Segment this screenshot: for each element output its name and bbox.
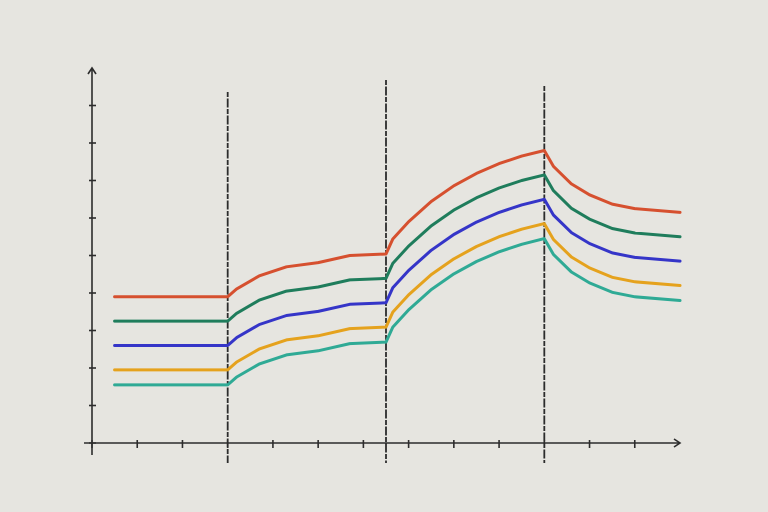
series-line-4 <box>113 222 682 372</box>
axes <box>84 66 682 455</box>
y-axis-arrow <box>87 66 97 75</box>
series-line-5 <box>113 237 682 387</box>
series-line-1 <box>113 149 682 299</box>
series-line-2 <box>113 173 682 323</box>
x-axis-arrow <box>673 438 682 448</box>
series-line-3 <box>113 197 682 347</box>
phase-boundaries <box>226 80 546 463</box>
series-lines <box>113 149 682 387</box>
